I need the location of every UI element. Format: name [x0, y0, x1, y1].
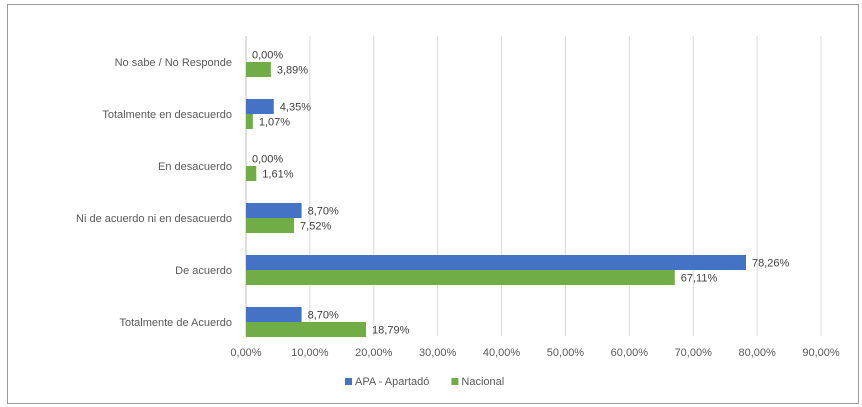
category-label: En desacuerdo	[158, 161, 232, 173]
bars	[246, 62, 746, 337]
bar-apa-apartado	[246, 99, 274, 114]
data-label: 67,11%	[681, 273, 718, 285]
data-label: 1,07%	[259, 117, 290, 129]
legend: APA - Apartadó Nacional	[345, 376, 504, 388]
x-tick-label: 40,00%	[483, 347, 521, 359]
bar-nacional	[246, 62, 271, 77]
bar-apa-apartado	[246, 255, 746, 270]
x-tick-label: 90,00%	[802, 347, 840, 359]
data-label: 4,35%	[280, 102, 311, 114]
bar-apa-apartado	[246, 203, 302, 218]
x-tick-label: 70,00%	[675, 347, 713, 359]
data-label: 0,00%	[252, 154, 283, 166]
data-label: 3,89%	[277, 65, 308, 77]
data-label: 8,70%	[308, 206, 339, 218]
x-tick-label: 30,00%	[419, 347, 457, 359]
x-tick-label: 10,00%	[291, 347, 329, 359]
category-label: No sabe / No Responde	[115, 57, 232, 69]
category-label: Ni de acuerdo ni en desacuerdo	[76, 213, 232, 225]
x-tick-label: 0,00%	[230, 347, 261, 359]
x-tick-label: 60,00%	[611, 347, 649, 359]
chart-frame	[7, 4, 859, 404]
data-label: 1,61%	[262, 169, 293, 181]
bar-nacional	[246, 166, 257, 181]
bar-nacional	[246, 218, 295, 233]
x-tick-label: 80,00%	[738, 347, 776, 359]
data-label: 8,70%	[308, 310, 339, 322]
category-labels: No sabe / No Responde Totalmente en desac…	[76, 57, 232, 329]
data-label: 18,79%	[372, 325, 410, 337]
legend-label-nacional: Nacional	[461, 376, 504, 388]
category-label: De acuerdo	[175, 265, 232, 277]
data-label: 7,52%	[300, 221, 331, 233]
category-label: Totalmente en desacuerdo	[102, 109, 232, 121]
bar-nacional	[246, 270, 675, 285]
bar-nacional	[246, 114, 253, 129]
data-label: 78,26%	[752, 258, 790, 270]
data-labels: 0,00% 3,89% 4,35% 1,07% 0,00% 1,61% 8,70% 7,52%…	[252, 50, 790, 337]
legend-swatch-nacional	[451, 378, 459, 385]
x-tick-label: 20,00%	[355, 347, 393, 359]
x-axis-tick-labels: 0,00% 10,00% 20,00% 30,00% 40,00% 50,00% 60,00…	[230, 347, 839, 359]
legend-label-apa-apartado: APA - Apartadó	[355, 376, 429, 388]
bar-nacional	[246, 322, 367, 337]
legend-swatch-apa-apartado	[345, 378, 352, 385]
data-label: 0,00%	[252, 50, 283, 62]
gridlines	[245, 36, 822, 336]
x-tick-label: 50,00%	[547, 347, 585, 359]
category-label: Totalmente de Acuerdo	[119, 317, 232, 329]
bar-apa-apartado	[246, 307, 302, 322]
